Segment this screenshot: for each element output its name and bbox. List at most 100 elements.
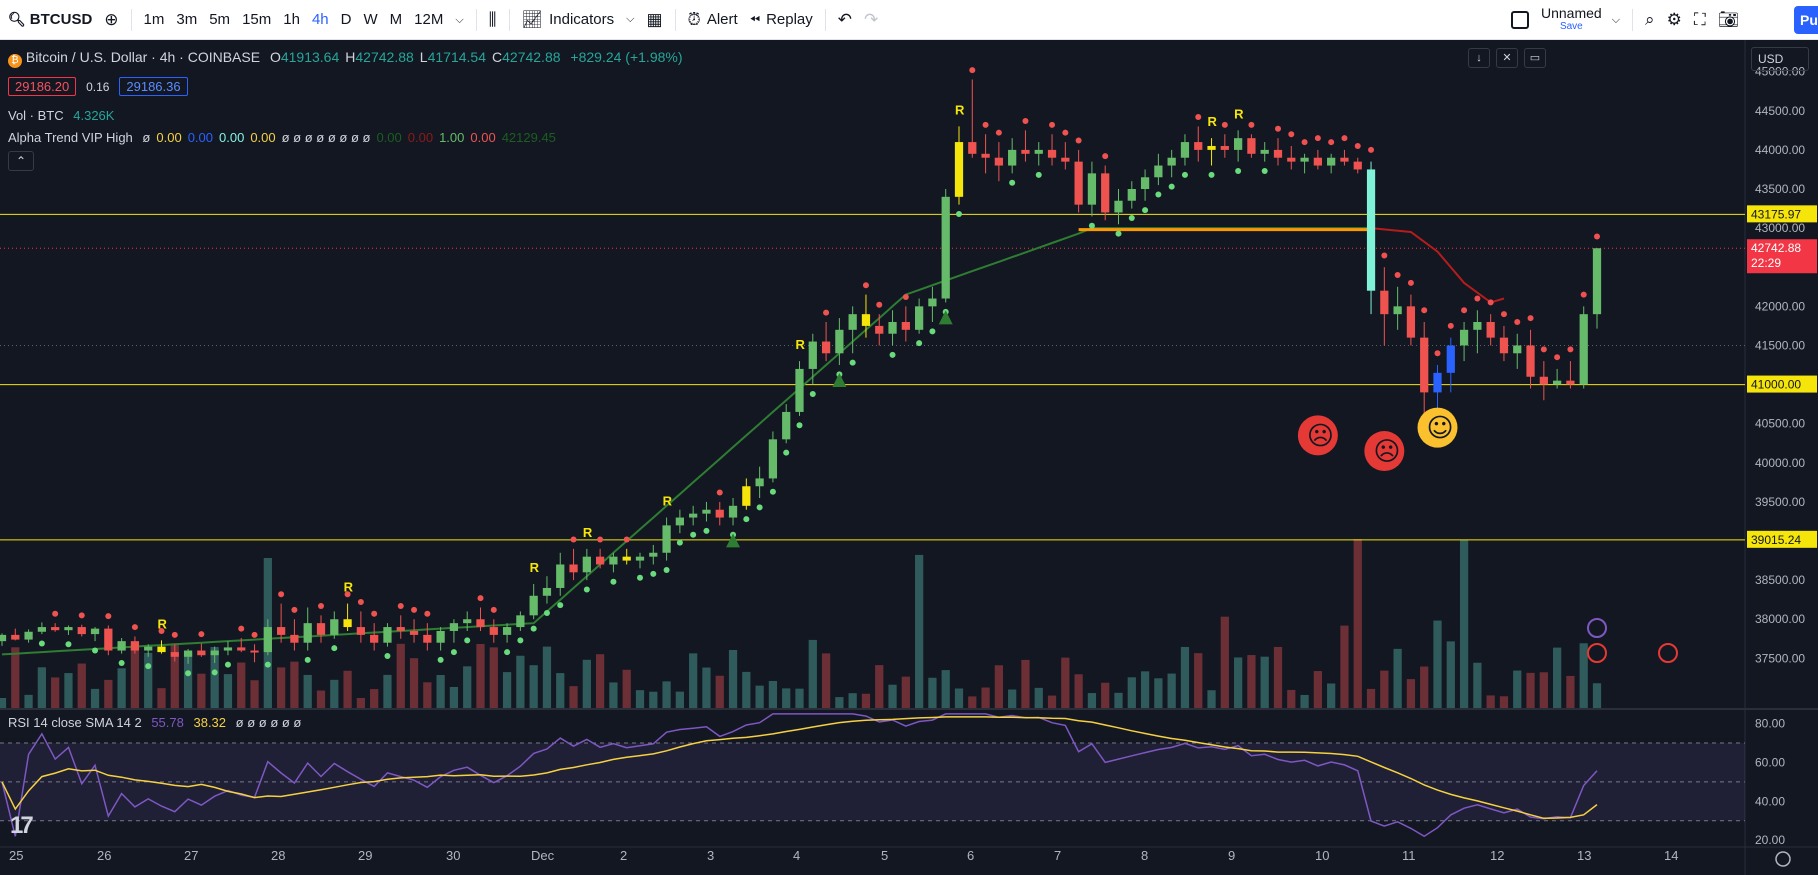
redo-button[interactable]: ↷ [858, 0, 884, 40]
interval-list: 1m 3m 5m 15m 1h 4h D W M 12M ⌵ [138, 0, 470, 40]
interval-3m[interactable]: 3m [176, 10, 198, 28]
tradingview-logo[interactable]: 17 [10, 812, 34, 839]
separator [475, 8, 477, 31]
candle-body [1061, 157, 1070, 162]
collapse-legend-button[interactable]: ⌃ [8, 151, 34, 171]
chart-type-button[interactable]: ⫼ [483, 0, 503, 40]
volume-bar [808, 639, 817, 708]
templates-button[interactable]: ▦ [640, 0, 668, 40]
layout-name-button[interactable]: Unnamed Save ⌵ [1535, 0, 1626, 40]
sell-price[interactable]: 29186.20 [8, 77, 77, 96]
time-settings-icon[interactable] [1775, 851, 1791, 867]
volume-bar [635, 690, 645, 708]
snapshot-button[interactable]: 📷︎ [1712, 0, 1746, 40]
interval-15m[interactable]: 15m [242, 10, 272, 28]
interval-5m[interactable]: 5m [209, 10, 231, 28]
candle-body [330, 619, 339, 635]
symbol-legend: ₿ Bitcoin / U.S. Dollar · 4h · COINBASE … [8, 49, 683, 68]
collapse-pane-button[interactable]: ✕ [1496, 48, 1518, 68]
indicators-button[interactable]: 📈︎ Indicators ⌵ [516, 0, 641, 40]
signal-dot [743, 516, 750, 523]
price-tick-label: 43500.00 [1755, 182, 1805, 196]
lightning-event-icon[interactable] [1587, 618, 1607, 638]
candle-body [157, 646, 166, 653]
rsi-pane[interactable] [0, 710, 1745, 846]
symbol-search[interactable]: 🔍︎ BTCUSD [0, 0, 98, 40]
signal-dot [1514, 318, 1521, 325]
quick-search-button[interactable]: ⌕ [1639, 0, 1661, 40]
candle-body [1340, 157, 1349, 162]
main-pane[interactable] [0, 40, 1745, 708]
alpha-trend-value: 0.00 [219, 130, 245, 145]
signal-dot [1049, 121, 1056, 128]
candle-body [556, 564, 565, 588]
rsi-sma-line [1, 716, 1598, 820]
candle-body [1127, 189, 1136, 201]
price-axis[interactable] [1745, 40, 1818, 875]
us-flag-event-icon[interactable] [1658, 643, 1678, 663]
time-tick-label: 13 [1577, 848, 1591, 863]
volume-bar [489, 647, 498, 708]
interval-D[interactable]: D [340, 10, 352, 28]
alpha-trend-label[interactable]: Alpha Trend VIP High [8, 130, 133, 145]
maximize-pane-button[interactable]: ▭ [1524, 48, 1546, 68]
candle-body [1074, 161, 1083, 205]
interval-1m[interactable]: 1m [143, 10, 165, 28]
signal-dot [876, 301, 883, 308]
signal-dot [477, 595, 484, 602]
layout-checkbox[interactable] [1505, 0, 1535, 40]
replay-button[interactable]: ⏪︎ Replay [744, 0, 819, 40]
rsi-label[interactable]: RSI 14 close SMA 14 2 [8, 715, 142, 730]
publish-button[interactable]: Pu [1794, 6, 1818, 34]
volume-bar [423, 682, 432, 708]
interval-W[interactable]: W [363, 10, 378, 28]
time-tick-label: 3 [707, 848, 714, 863]
candle-body [130, 641, 140, 651]
candle-body [835, 329, 844, 354]
price-tick-label: 40500.00 [1755, 417, 1805, 431]
interval-4h[interactable]: 4h [311, 10, 329, 28]
volume-label[interactable]: Vol · BTC [8, 108, 64, 123]
interval-1h[interactable]: 1h [283, 10, 300, 28]
signal-dot [1328, 139, 1335, 146]
volume-bar [1539, 672, 1548, 708]
rsi-tick-label: 40.00 [1755, 794, 1785, 808]
candle-body [1154, 165, 1163, 178]
interval-12M[interactable]: 12M [414, 10, 444, 28]
alert-button[interactable]: ⏰︎ Alert [682, 0, 744, 40]
time-tick-label: 10 [1315, 848, 1329, 863]
compare-symbol-button[interactable]: ⊕ [98, 0, 124, 40]
symbol-title[interactable]: Bitcoin / U.S. Dollar · 4h · COINBASE [25, 49, 261, 65]
fullscreen-button[interactable]: ⛶ [1688, 0, 1712, 40]
currency-select[interactable]: USD [1751, 47, 1809, 71]
us-flag-event-icon[interactable] [1587, 643, 1607, 663]
volume-bar [1366, 688, 1376, 708]
candle-body [1273, 149, 1283, 158]
volume-bar [316, 690, 326, 708]
settings-button[interactable]: ⚙︎ [1661, 0, 1688, 40]
signal-dot [490, 606, 497, 613]
volume-bar [715, 675, 724, 708]
signal-dot [982, 121, 989, 128]
move-down-button[interactable]: ↓ [1468, 48, 1490, 68]
signal-dot [690, 531, 697, 538]
price-tick-label: 40000.00 [1755, 456, 1805, 470]
indicators-label: Indicators [549, 11, 615, 28]
chevron-down-icon[interactable]: ⌵ [455, 13, 464, 26]
signal-dot [1354, 142, 1361, 149]
chart-canvas[interactable]: 45500.0045000.0044500.0044000.0043500.00… [0, 40, 1818, 875]
candle-body [1433, 372, 1442, 393]
level-price-tag [1747, 530, 1817, 548]
signal-dot [1487, 299, 1494, 306]
buy-price[interactable]: 29186.36 [119, 77, 188, 96]
signal-dot [38, 640, 45, 647]
maximize-icon: ▭ [1529, 52, 1541, 64]
signal-dot [1580, 291, 1587, 298]
signal-dot [1208, 171, 1215, 178]
undo-button[interactable]: ↶ [832, 0, 858, 40]
level-price-label: 39015.24 [1751, 533, 1801, 547]
interval-M[interactable]: M [389, 10, 403, 28]
signal-dot [1275, 125, 1281, 132]
volume-bar [1154, 678, 1163, 708]
candle-body [463, 619, 472, 624]
